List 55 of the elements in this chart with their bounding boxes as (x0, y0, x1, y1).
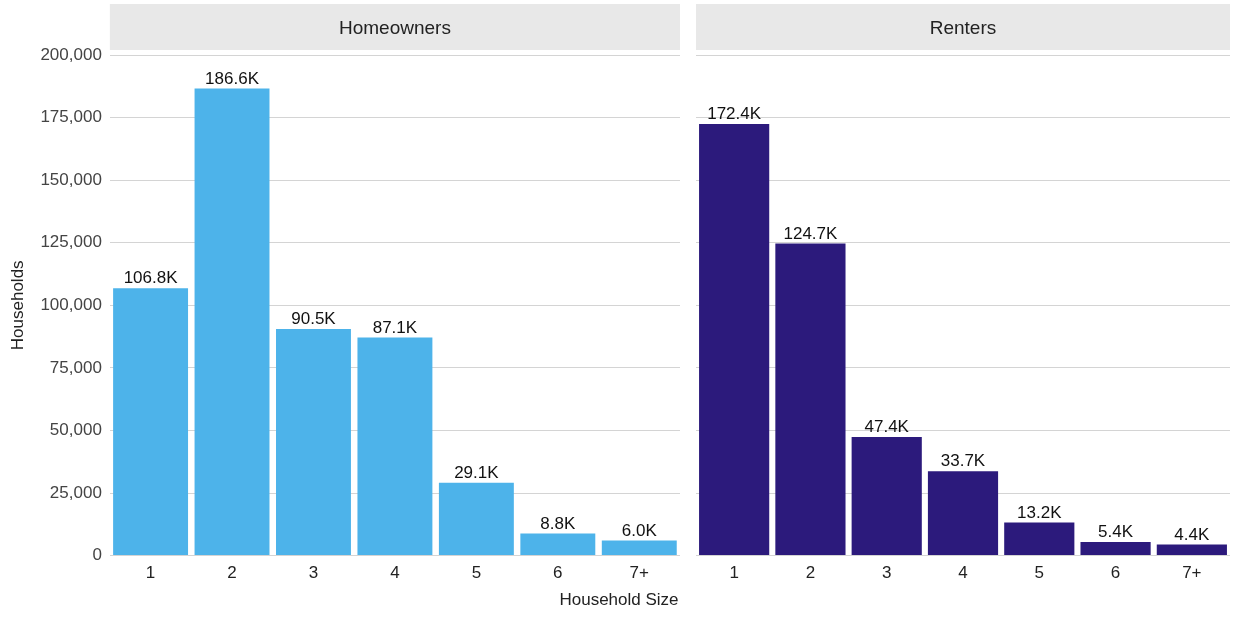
bar (1004, 522, 1075, 556)
y-axis-title: Households (7, 260, 27, 351)
x-tick-label: 4 (390, 563, 400, 583)
x-axis-title: Household Size (558, 590, 680, 610)
data-label: 87.1K (372, 317, 418, 337)
bar (851, 436, 922, 556)
bar (775, 243, 846, 556)
data-label: 13.2K (1017, 502, 1063, 522)
bar (276, 329, 351, 556)
y-tick-label: 150,000 (40, 169, 102, 189)
x-tick-label: 1 (729, 563, 739, 583)
chart-title: Homeowners (338, 17, 451, 39)
x-tick-label: 7+ (629, 563, 650, 583)
x-tick-label: 7+ (1182, 563, 1202, 583)
y-tick-label: 75,000 (49, 357, 102, 377)
chart-title: Renters (929, 17, 997, 39)
data-label: 5.4K (1098, 522, 1134, 542)
y-tick-label: 125,000 (40, 232, 102, 252)
bar (927, 471, 999, 556)
bar (520, 533, 596, 556)
x-tick-label: 2 (227, 563, 237, 583)
data-label: 124.7K (783, 223, 839, 243)
x-tick-label: 4 (958, 563, 968, 583)
data-label: 90.5K (291, 309, 337, 329)
y-tick-label: 200,000 (40, 44, 102, 64)
x-tick-label: 6 (553, 563, 563, 583)
bar (357, 337, 433, 556)
data-label: 186.6K (205, 68, 260, 88)
y-tick-label: 100,000 (40, 294, 102, 314)
data-label: 29.1K (454, 462, 500, 482)
x-tick-label: 5 (471, 563, 482, 583)
bar (1080, 542, 1151, 556)
data-label: 33.7K (940, 451, 986, 471)
data-label: 8.8K (540, 513, 576, 533)
y-tick-label: 0 (92, 545, 102, 565)
x-tick-label: 1 (145, 563, 156, 583)
x-tick-label: 2 (805, 563, 816, 583)
bar (699, 124, 770, 556)
y-tick-label: 175,000 (40, 107, 102, 127)
x-tick-label: 6 (1110, 563, 1121, 583)
data-label: 4.4K (1174, 524, 1210, 544)
y-tick-label: 25,000 (49, 482, 102, 502)
data-label: 172.4K (707, 104, 762, 124)
x-tick-label: 5 (1034, 563, 1045, 583)
x-tick-label: 3 (308, 563, 319, 583)
bar (194, 88, 270, 556)
x-tick-label: 3 (881, 563, 892, 583)
bar (601, 540, 677, 556)
bar (438, 482, 514, 556)
data-label: 106.8K (123, 268, 179, 288)
bar (113, 288, 189, 556)
y-tick-label: 50,000 (49, 420, 102, 440)
data-label: 6.0K (621, 520, 658, 540)
bar (1156, 544, 1227, 556)
data-label: 47.4K (864, 417, 910, 437)
